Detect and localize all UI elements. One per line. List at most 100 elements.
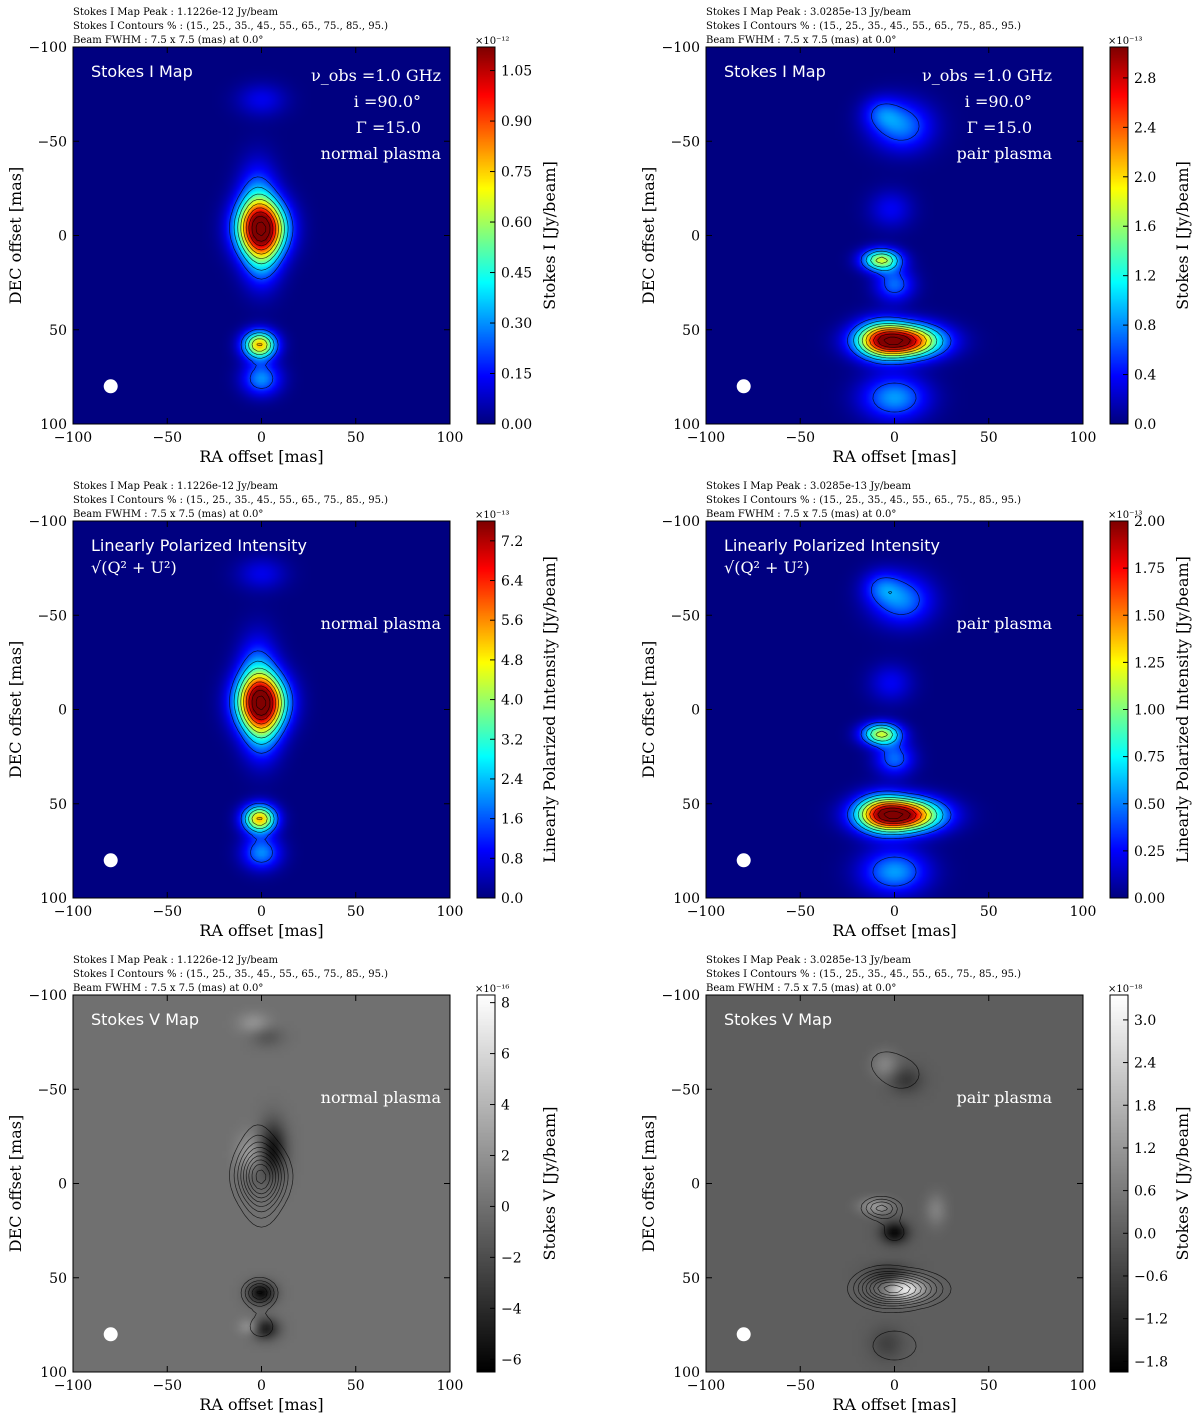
y-tick-label: 100 xyxy=(673,417,700,433)
colorbar-tick-label: 2.4 xyxy=(501,772,523,788)
colorbar-image xyxy=(477,995,495,1372)
colorbar-tick-label: 1.2 xyxy=(1134,269,1156,285)
contour-65 xyxy=(245,207,277,251)
contour-25 xyxy=(233,1134,289,1307)
y-tick-label: 100 xyxy=(673,1365,700,1381)
colorbar-tick-label: 0.8 xyxy=(1134,318,1156,334)
contour-15 xyxy=(229,1124,294,1337)
panel-title-sub: √(Q² + U²) xyxy=(724,558,810,577)
contour-35 xyxy=(857,253,938,359)
colorbar-tick-label: 0.00 xyxy=(501,417,532,433)
panel-info-2: Γ =15.0 xyxy=(967,118,1032,137)
x-tick-label: −50 xyxy=(785,1378,815,1394)
colorbar-tick-label: 0.75 xyxy=(1134,750,1165,766)
contour-85 xyxy=(877,1281,911,1296)
contour-85 xyxy=(877,333,911,348)
header-peak: Stokes I Map Peak : 1.1226e-12 Jy/beam xyxy=(73,481,279,492)
panel-info-0: pair plasma xyxy=(957,1088,1053,1107)
colorbar-tick-label: 2.0 xyxy=(1134,170,1156,186)
header-beam: Beam FWHM : 7.5 x 7.5 (mas) at 0.0° xyxy=(706,35,896,46)
header-peak: Stokes I Map Peak : 1.1226e-12 Jy/beam xyxy=(73,7,279,18)
contour-95 xyxy=(883,336,904,346)
panel-title: Stokes I Map xyxy=(91,62,193,81)
colorbar-tick-label: −4 xyxy=(501,1301,522,1317)
contour-75 xyxy=(248,1159,274,1195)
contour-95 xyxy=(255,695,267,711)
y-tick-label: 50 xyxy=(682,797,700,813)
beam-marker xyxy=(103,853,118,868)
colorbar-tick-label: 2.4 xyxy=(1134,120,1156,136)
colorbar-tick-label: 0.90 xyxy=(501,114,532,130)
y-tick-label: 0 xyxy=(691,1177,700,1193)
y-axis-label: DEC offset [mas] xyxy=(639,641,658,778)
panel-title: Linearly Polarized Intensity xyxy=(91,536,307,555)
beam-marker xyxy=(103,379,118,394)
colorbar-tick-label: 0.6 xyxy=(1134,1184,1156,1200)
colorbar-tick-label: 3.2 xyxy=(501,732,523,748)
header-peak: Stokes I Map Peak : 3.0285e-13 Jy/beam xyxy=(706,481,912,492)
colorbar-tick-label: 2.8 xyxy=(1134,71,1156,87)
panel-info-1: i =90.0° xyxy=(354,92,421,111)
x-tick-label: −100 xyxy=(687,1378,725,1394)
colorbar-frame xyxy=(1109,994,1129,1373)
header-contours: Stokes I Contours % : (15., 25., 35., 45… xyxy=(706,969,1021,980)
colorbar-image xyxy=(477,521,495,898)
contour-35 xyxy=(857,727,938,833)
contour-35 xyxy=(857,1201,938,1307)
colorbar-tick-label: 5.6 xyxy=(501,613,523,629)
y-tick-label: −100 xyxy=(662,988,700,1004)
contour-25 xyxy=(853,591,944,836)
x-axis-label: RA offset [mas] xyxy=(199,1395,323,1414)
header-peak: Stokes I Map Peak : 1.1226e-12 Jy/beam xyxy=(73,955,279,966)
colorbar-tick-label: 1.25 xyxy=(1134,655,1165,671)
panel-title-sub: √(Q² + U²) xyxy=(91,558,177,577)
x-axis-label: RA offset [mas] xyxy=(832,447,956,466)
x-tick-label: 100 xyxy=(437,904,464,920)
colorbar-tick-label: −1.2 xyxy=(1134,1312,1168,1328)
contour-65 xyxy=(245,681,277,725)
colorbar-tick-label: 0.15 xyxy=(501,367,532,383)
colorbar-tick-label: 0.8 xyxy=(501,851,523,867)
panel-info-0: normal plasma xyxy=(321,614,442,633)
panel-info-0: ν_obs =1.0 GHz xyxy=(311,66,441,85)
y-axis-label: DEC offset [mas] xyxy=(639,1115,658,1252)
x-axis-label: RA offset [mas] xyxy=(832,921,956,940)
header-contours: Stokes I Contours % : (15., 25., 35., 45… xyxy=(73,969,388,980)
x-tick-label: −100 xyxy=(54,904,92,920)
x-tick-label: 50 xyxy=(347,904,365,920)
y-tick-label: 50 xyxy=(682,323,700,339)
contour-25 xyxy=(233,186,289,359)
x-tick-label: −50 xyxy=(785,904,815,920)
x-tick-label: 100 xyxy=(437,1378,464,1394)
y-tick-label: 0 xyxy=(691,703,700,719)
y-tick-label: −50 xyxy=(670,134,700,150)
y-tick-label: 100 xyxy=(40,417,67,433)
contour-85 xyxy=(877,807,911,822)
contour-65 xyxy=(869,1277,922,1301)
contour-25 xyxy=(853,1198,944,1310)
colorbar-frame xyxy=(476,520,496,899)
colorbar-exponent: ×10⁻¹⁶ xyxy=(475,984,509,995)
colorbar-tick-label: 1.8 xyxy=(1134,1098,1156,1114)
colorbar-tick-label: 4.0 xyxy=(501,693,523,709)
contour-65 xyxy=(869,803,922,827)
x-tick-label: −50 xyxy=(152,904,182,920)
contour-75 xyxy=(873,331,917,351)
panel-info-3: normal plasma xyxy=(321,144,442,163)
colorbar-tick-label: −2 xyxy=(501,1250,522,1266)
header-contours: Stokes I Contours % : (15., 25., 35., 45… xyxy=(706,495,1021,506)
x-tick-label: 0 xyxy=(257,1378,266,1394)
contour-25 xyxy=(853,250,944,362)
panel-info-3: pair plasma xyxy=(957,144,1053,163)
y-axis-label: DEC offset [mas] xyxy=(6,1115,25,1252)
contour-15 xyxy=(846,103,952,413)
colorbar-tick-label: 1.05 xyxy=(501,64,532,80)
y-tick-label: 100 xyxy=(673,891,700,907)
beam-marker xyxy=(736,379,751,394)
y-tick-label: 50 xyxy=(49,797,67,813)
contour-55 xyxy=(865,801,927,829)
panel-info-0: normal plasma xyxy=(321,1088,442,1107)
contour-15 xyxy=(846,1051,952,1361)
colorbar-frame xyxy=(1109,46,1129,425)
